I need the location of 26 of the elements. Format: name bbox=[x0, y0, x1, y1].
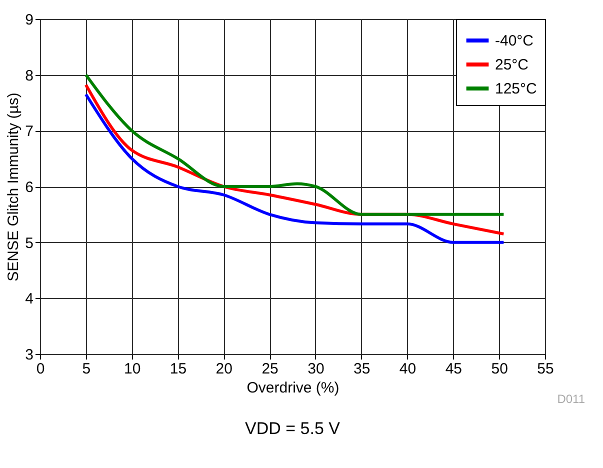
x-tick-label: 15 bbox=[170, 360, 187, 378]
y-tick-label: 6 bbox=[25, 179, 34, 196]
x-tick-label: 50 bbox=[491, 360, 508, 378]
x-tick-label: 5 bbox=[82, 360, 91, 378]
x-tick-label: 45 bbox=[445, 360, 462, 378]
y-tick-label: 4 bbox=[25, 290, 34, 308]
y-tick-label: 8 bbox=[25, 67, 34, 84]
x-tick-label: 40 bbox=[399, 360, 416, 378]
text: D011 bbox=[557, 392, 586, 406]
y-tick-label: 3 bbox=[25, 346, 34, 364]
y-axis-title: SENSE Glitch Immunity (µs) bbox=[5, 92, 22, 282]
text: VDD = 5.5 V bbox=[245, 419, 341, 438]
x-tick-label: 20 bbox=[216, 360, 232, 378]
x-tick-label: 35 bbox=[354, 360, 370, 378]
legend-label: 125°C bbox=[495, 80, 538, 98]
x-tick-label: 55 bbox=[537, 360, 554, 378]
y-tick-label: 9 bbox=[25, 12, 34, 28]
x-tick-label: 10 bbox=[124, 360, 141, 378]
legend-label: 25°C bbox=[495, 56, 529, 74]
x-tick-label: 30 bbox=[308, 360, 324, 378]
x-axis-title: Overdrive (%) bbox=[246, 380, 340, 396]
x-tick-label: 0 bbox=[36, 360, 45, 378]
y-tick-label: 7 bbox=[25, 123, 34, 140]
x-tick-label: 25 bbox=[262, 360, 278, 378]
y-tick-label: 5 bbox=[25, 234, 34, 252]
legend-label: -40°C bbox=[495, 32, 534, 50]
